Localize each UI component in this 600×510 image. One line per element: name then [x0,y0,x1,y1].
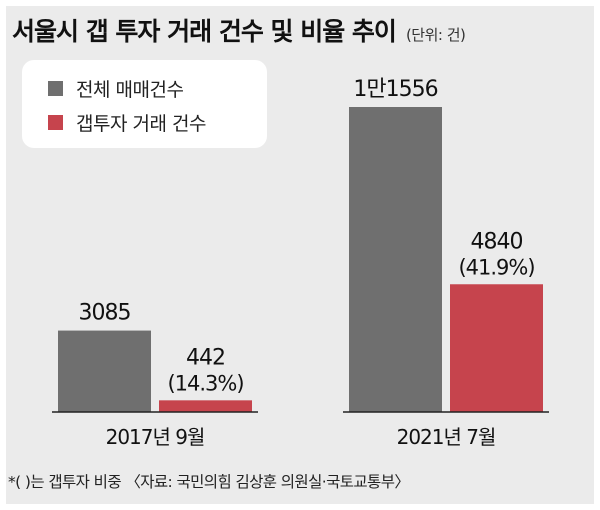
legend-swatch-gap [48,114,63,130]
legend-item-gap: 갭투자 거래 건수 [48,108,206,136]
legend-label-gap: 갭투자 거래 건수 [76,112,206,135]
title-row: 서울시 갭 투자 거래 건수 및 비율 추이 (단위: 건) [12,12,466,48]
value-label-total-1: 1만1556 [353,77,437,102]
percent-label-1: (41.9%) [458,255,534,279]
legend: 전체 매매건수 갭투자 거래 건수 [22,60,267,148]
chart-title: 서울시 갭 투자 거래 건수 및 비율 추이 [12,17,397,46]
unit-label: (단위: 건) [405,26,466,44]
percent-label-0: (14.3%) [167,371,243,395]
legend-swatch-total [48,80,63,96]
legend-item-total: 전체 매매건수 [48,74,184,102]
bar-total-0 [58,330,151,412]
bar-total-1 [349,107,442,412]
value-label-total-0: 3085 [79,301,131,326]
value-label-gap-0: 442 [186,345,225,370]
bar-gap-1 [450,284,543,412]
source-note: *( )는 갭투자 비중 〈자료: 국민의힘 김상훈 의원실·국토교통부〉 [8,473,410,491]
legend-label-total: 전체 매매건수 [76,78,184,101]
category-label-0: 2017년 9월 [106,425,205,449]
bar-gap-0 [159,400,252,412]
value-label-gap-1: 4840 [471,229,523,254]
category-label-1: 2021년 7월 [397,425,496,449]
